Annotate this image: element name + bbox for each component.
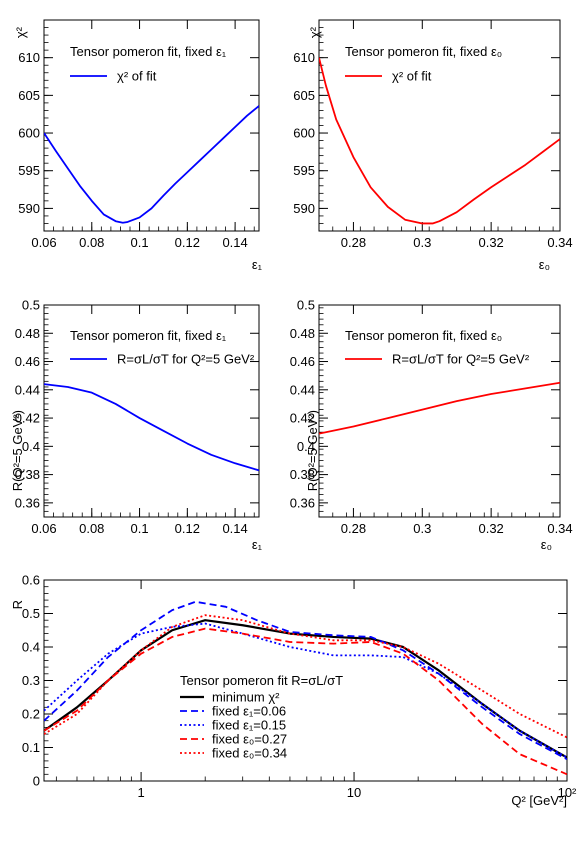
plot-frame	[318, 304, 561, 518]
y-tick-label: 595	[293, 163, 315, 178]
legend-label-2: fixed ε₁=0.06	[212, 704, 286, 719]
chart-title: Tensor pomeron fit, fixed ε₁	[70, 328, 227, 343]
plot-frame	[43, 304, 260, 518]
y-tick-label: 0.6	[22, 573, 40, 588]
x-tick-label: 0.28	[341, 235, 366, 250]
y-tick-label: 0.2	[22, 707, 40, 722]
series-line-1	[319, 57, 560, 225]
chart-panel-3: 0.36 0.38 0.4 0.42 0.44 0.46 0.48 0.5 0.06 0.08 0.…	[10, 298, 263, 553]
x-tick-label: 0.1	[131, 521, 149, 536]
chart-title: Tensor pomeron fit, fixed ε₁	[70, 44, 227, 59]
legend-label: R=σL/σT for Q²=5 GeV²	[392, 352, 530, 367]
y-tick-label: 0.44	[15, 382, 40, 397]
legend-label: χ² of fit	[117, 69, 157, 84]
x-tick-label: 0.08	[79, 235, 104, 250]
y-tick-label: 0.4	[22, 640, 40, 655]
chart-title: Tensor pomeron fit, fixed ε₀	[345, 328, 502, 343]
chart-panel-2: 590 595 600 605 610 0.28 0.3 0.32 0.34 ε₀ χ² Tensor…	[293, 19, 573, 272]
y-tick-label: 610	[18, 50, 40, 65]
x-axis-label: Q² [GeV²]	[511, 793, 567, 808]
series-line-5	[44, 614, 567, 739]
legend-label-4: fixed ε₀=0.27	[212, 732, 287, 747]
series-line-1	[44, 619, 567, 759]
y-tick-label: 0.38	[15, 467, 40, 482]
x-tick-label: 1	[137, 785, 144, 800]
x-tick-label: 0.1	[131, 235, 149, 250]
x-tick-label: 0.34	[547, 521, 572, 536]
series-line-1	[44, 105, 259, 224]
y-tick-label: 0	[33, 774, 40, 789]
x-tick-label: 0.34	[547, 235, 572, 250]
x-tick-label: 0.12	[175, 521, 200, 536]
y-tick-label: 0.5	[22, 298, 40, 313]
legend-label: R=σL/σT for Q²=5 GeV²	[117, 352, 255, 367]
x-tick-label: 0.08	[79, 521, 104, 536]
x-tick-label: 10	[347, 785, 361, 800]
x-tick-label: 0.06	[31, 235, 56, 250]
y-tick-label: 0.38	[290, 467, 315, 482]
y-tick-label: 0.48	[290, 326, 315, 341]
y-tick-label: 605	[293, 88, 315, 103]
y-tick-label: 595	[18, 163, 40, 178]
x-tick-label: 10²	[558, 785, 577, 800]
chart-panel-1: 590 595 600 605 610 0.06 0.08 0.1 0.12 0.14 ε₁ χ² Te…	[13, 19, 263, 272]
x-tick-label: 0.14	[222, 235, 247, 250]
series-line-1	[319, 381, 560, 435]
x-axis-label: ε₀	[541, 537, 552, 552]
y-tick-label: 0.48	[15, 326, 40, 341]
y-tick-label: 0.44	[290, 382, 315, 397]
y-tick-label: 0.5	[297, 298, 315, 313]
x-tick-label: 0.3	[413, 521, 431, 536]
y-tick-label: 0.5	[22, 606, 40, 621]
legend-label: χ² of fit	[392, 69, 432, 84]
x-axis-label: ε₁	[252, 537, 263, 552]
legend-label-5: fixed ε₀=0.34	[212, 746, 287, 761]
y-tick-label: 610	[293, 50, 315, 65]
x-tick-label: 0.14	[222, 521, 247, 536]
y-tick-label: 605	[18, 88, 40, 103]
series-line-4	[44, 627, 567, 776]
y-tick-label: 0.4	[22, 439, 40, 454]
y-tick-label: 600	[18, 126, 40, 141]
series-line-1	[44, 383, 259, 472]
chart-title: Tensor pomeron fit R=σL/σT	[180, 673, 343, 688]
y-tick-label: 0.3	[22, 673, 40, 688]
y-tick-label: 0.42	[290, 411, 315, 426]
legend-label-1: minimum χ²	[212, 690, 280, 705]
y-tick-label: 0.46	[15, 354, 40, 369]
legend-label-3: fixed ε₁=0.15	[212, 718, 286, 733]
x-tick-label: 0.32	[478, 235, 503, 250]
y-axis-label: χ²	[307, 26, 322, 38]
y-tick-label: 0.36	[15, 495, 40, 510]
x-tick-label: 0.12	[175, 235, 200, 250]
y-axis-label: R(Q²=5 GeV²)	[305, 410, 320, 491]
y-axis-label: R	[10, 600, 25, 609]
y-tick-label: 600	[293, 126, 315, 141]
y-axis-label: R(Q²=5 GeV²)	[10, 410, 25, 491]
series-line-3	[44, 622, 567, 759]
x-tick-label: 0.3	[413, 235, 431, 250]
x-tick-label: 0.32	[478, 521, 503, 536]
y-tick-label: 0.42	[15, 411, 40, 426]
chart-title: Tensor pomeron fit, fixed ε₀	[345, 44, 502, 59]
y-axis-label: χ²	[13, 26, 28, 38]
y-tick-label: 0.1	[22, 740, 40, 755]
chart-panel-4: 0.36 0.38 0.4 0.42 0.44 0.46 0.48 0.5 0.28 0.3 0.3…	[290, 298, 573, 553]
y-tick-label: 590	[293, 201, 315, 216]
x-tick-label: 0.28	[341, 521, 366, 536]
y-tick-label: 590	[18, 201, 40, 216]
y-tick-label: 0.46	[290, 354, 315, 369]
x-tick-label: 0.06	[31, 521, 56, 536]
y-tick-label: 0.4	[297, 439, 315, 454]
y-tick-label: 0.36	[290, 495, 315, 510]
x-axis-label: ε₁	[252, 257, 263, 272]
x-axis-label: ε₀	[539, 257, 550, 272]
